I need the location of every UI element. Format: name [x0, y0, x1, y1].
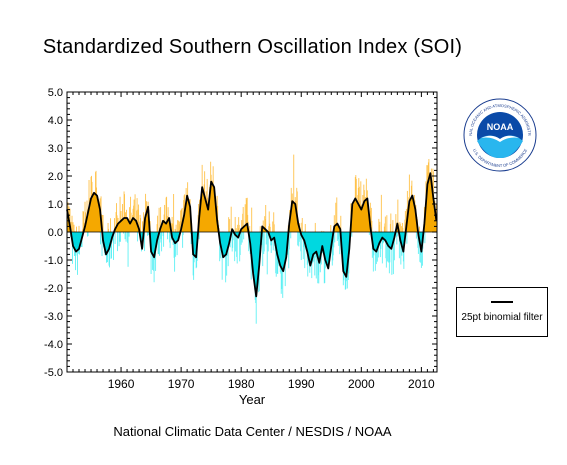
x-tick-label: 2010 — [408, 377, 435, 391]
x-axis: 1960 1970 1980 1990 2000 2010 — [66, 92, 435, 391]
x-tick-label: 1960 — [108, 377, 135, 391]
logo-text: NOAA — [487, 122, 514, 132]
filter-line — [66, 172, 438, 298]
filter-line-group — [66, 172, 438, 298]
negative-area — [67, 232, 437, 297]
logo-seagull-shape — [477, 135, 523, 159]
x-tick-label: 1990 — [288, 377, 315, 391]
legend: 25pt binomial filter — [456, 287, 548, 337]
x-axis-label: Year — [239, 392, 266, 407]
y-tick-label: -4.0 — [44, 339, 63, 351]
credit-text: National Climatic Data Center / NESDIS /… — [113, 424, 392, 439]
y-tick-label: 3.0 — [48, 143, 63, 155]
chart-title: Standardized Southern Oscillation Index … — [42, 36, 463, 58]
x-tick-label: 1980 — [228, 377, 255, 391]
y-tick-label: -1.0 — [44, 255, 63, 267]
y-tick-label: 0.0 — [48, 227, 63, 239]
filtered-area-group — [67, 173, 437, 297]
y-tick-label: 4.0 — [48, 115, 63, 127]
y-tick-label: -5.0 — [44, 367, 63, 379]
x-tick-label: 1970 — [168, 377, 195, 391]
legend-label: 25pt binomial filter — [461, 312, 543, 323]
x-tick-label: 2000 — [348, 377, 375, 391]
y-tick-label: -2.0 — [44, 283, 63, 295]
y-tick-label: 2.0 — [48, 171, 63, 183]
y-tick-label: 1.0 — [48, 199, 63, 211]
y-tick-label: -3.0 — [44, 311, 63, 323]
y-tick-label: 5.0 — [48, 87, 63, 99]
logo-bird-icon — [481, 135, 519, 142]
noaa-logo: NOAA NATIONAL OCEANIC AND ATMOSPHERIC AD… — [462, 97, 537, 172]
y-axis: -5.0 -4.0 -3.0 -2.0 -1.0 0.0 1.0 2.0 3.0 4.0 5.0 — [44, 87, 437, 379]
legend-line-swatch — [491, 301, 513, 303]
